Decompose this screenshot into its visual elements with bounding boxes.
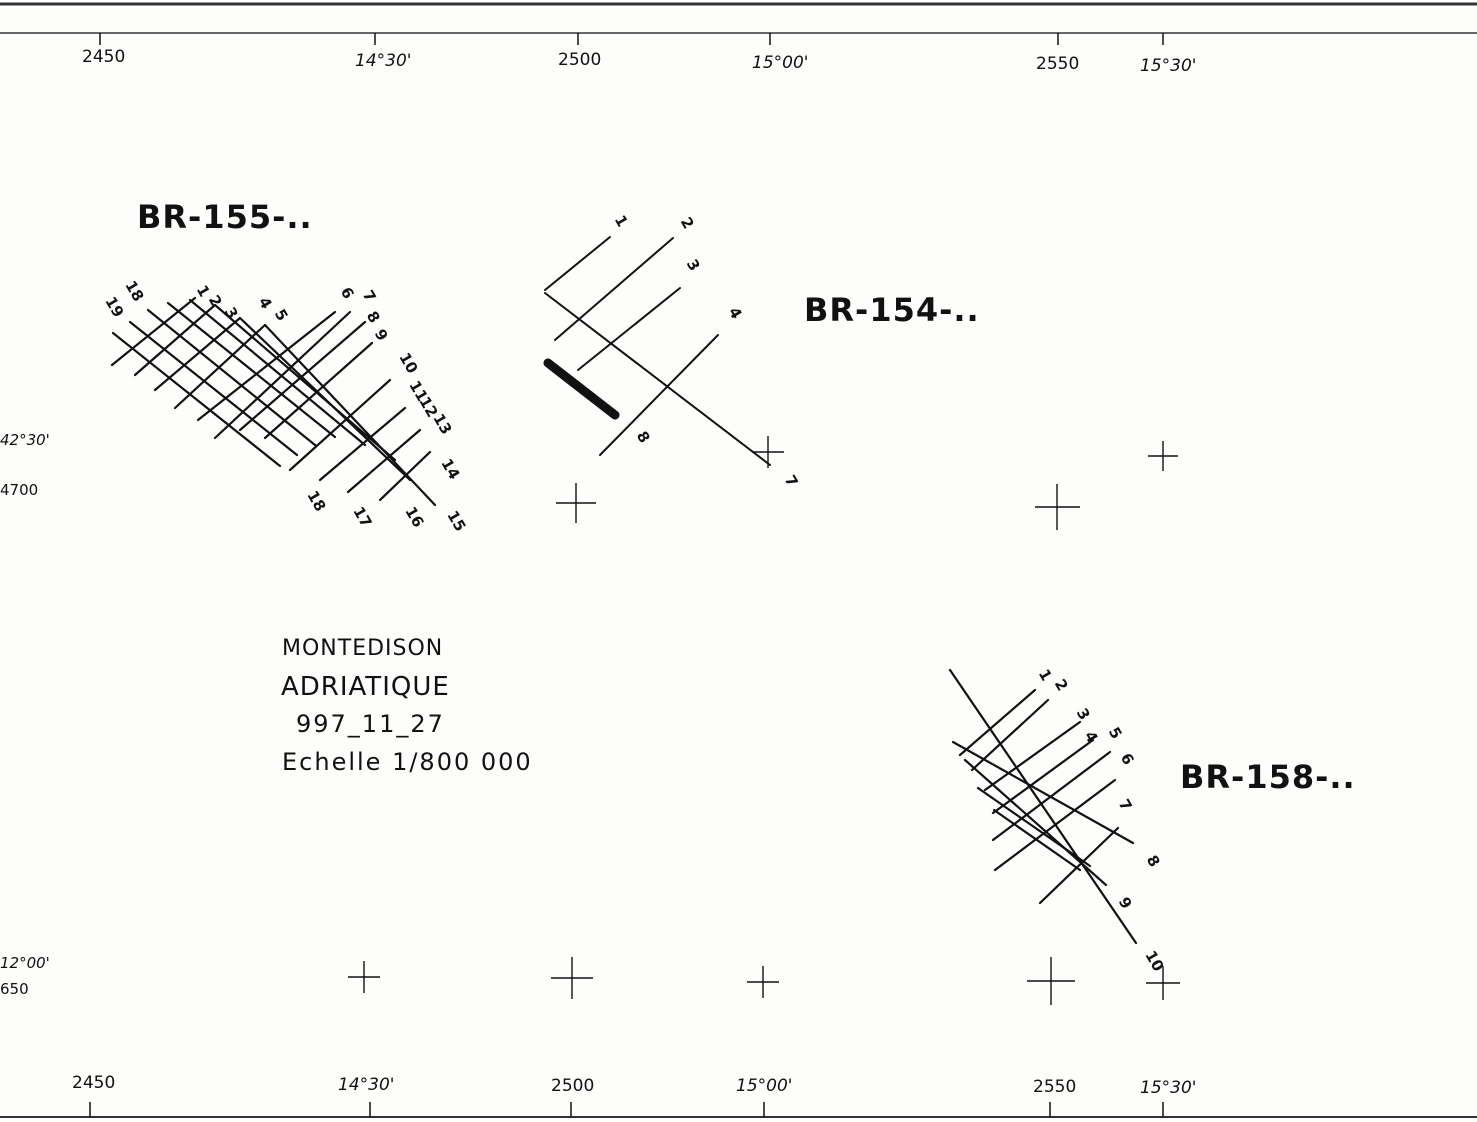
cross-mark xyxy=(1035,484,1080,530)
cross-mark xyxy=(551,957,593,999)
cross-mark xyxy=(1146,966,1180,1000)
top-grid-degree: 15°30' xyxy=(1140,56,1197,76)
title-scale: Echelle 1/800 000 xyxy=(282,748,533,776)
bottom-grid-degree: 15°00' xyxy=(736,1076,793,1096)
top-grid-number: 2550 xyxy=(1036,54,1080,74)
bottom-grid-ticks xyxy=(89,1102,1164,1117)
top-grid-degree: 15°00' xyxy=(752,53,809,73)
cross-mark xyxy=(556,483,596,523)
bottom-grid-degree: 14°30' xyxy=(338,1075,395,1095)
top-grid-number: 2450 xyxy=(82,47,126,67)
br158-survey-lines xyxy=(948,668,1138,945)
title-date: 997_11_27 xyxy=(296,710,445,738)
bottom-grid-number: 2450 xyxy=(72,1073,116,1093)
br154-survey-lines xyxy=(543,236,771,466)
top-grid-number: 2500 xyxy=(558,50,602,70)
cross-mark xyxy=(1148,441,1178,471)
cross-mark xyxy=(1027,957,1075,1005)
top-grid-degree: 14°30' xyxy=(355,51,412,71)
left-latitude: 12°00' xyxy=(0,954,50,972)
graticule-crosses xyxy=(348,436,1180,1005)
left-grid-number: 650 xyxy=(0,980,29,998)
title-company: MONTEDISON xyxy=(282,636,444,661)
cross-mark xyxy=(747,966,779,998)
block-label-br154: BR-154-.. xyxy=(804,291,980,329)
left-latitude: 42°30' xyxy=(0,431,50,449)
block-label-br155: BR-155-.. xyxy=(137,198,313,236)
bottom-grid-number: 2550 xyxy=(1033,1077,1077,1097)
top-grid-ticks xyxy=(99,33,1164,45)
bottom-grid-number: 2500 xyxy=(551,1076,595,1096)
br155-survey-lines xyxy=(110,296,437,507)
cross-mark xyxy=(348,961,380,993)
block-label-br158: BR-158-.. xyxy=(1180,758,1356,796)
bottom-grid-degree: 15°30' xyxy=(1140,1078,1197,1098)
left-grid-number: 4700 xyxy=(0,481,39,499)
title-area: ADRIATIQUE xyxy=(281,672,450,702)
